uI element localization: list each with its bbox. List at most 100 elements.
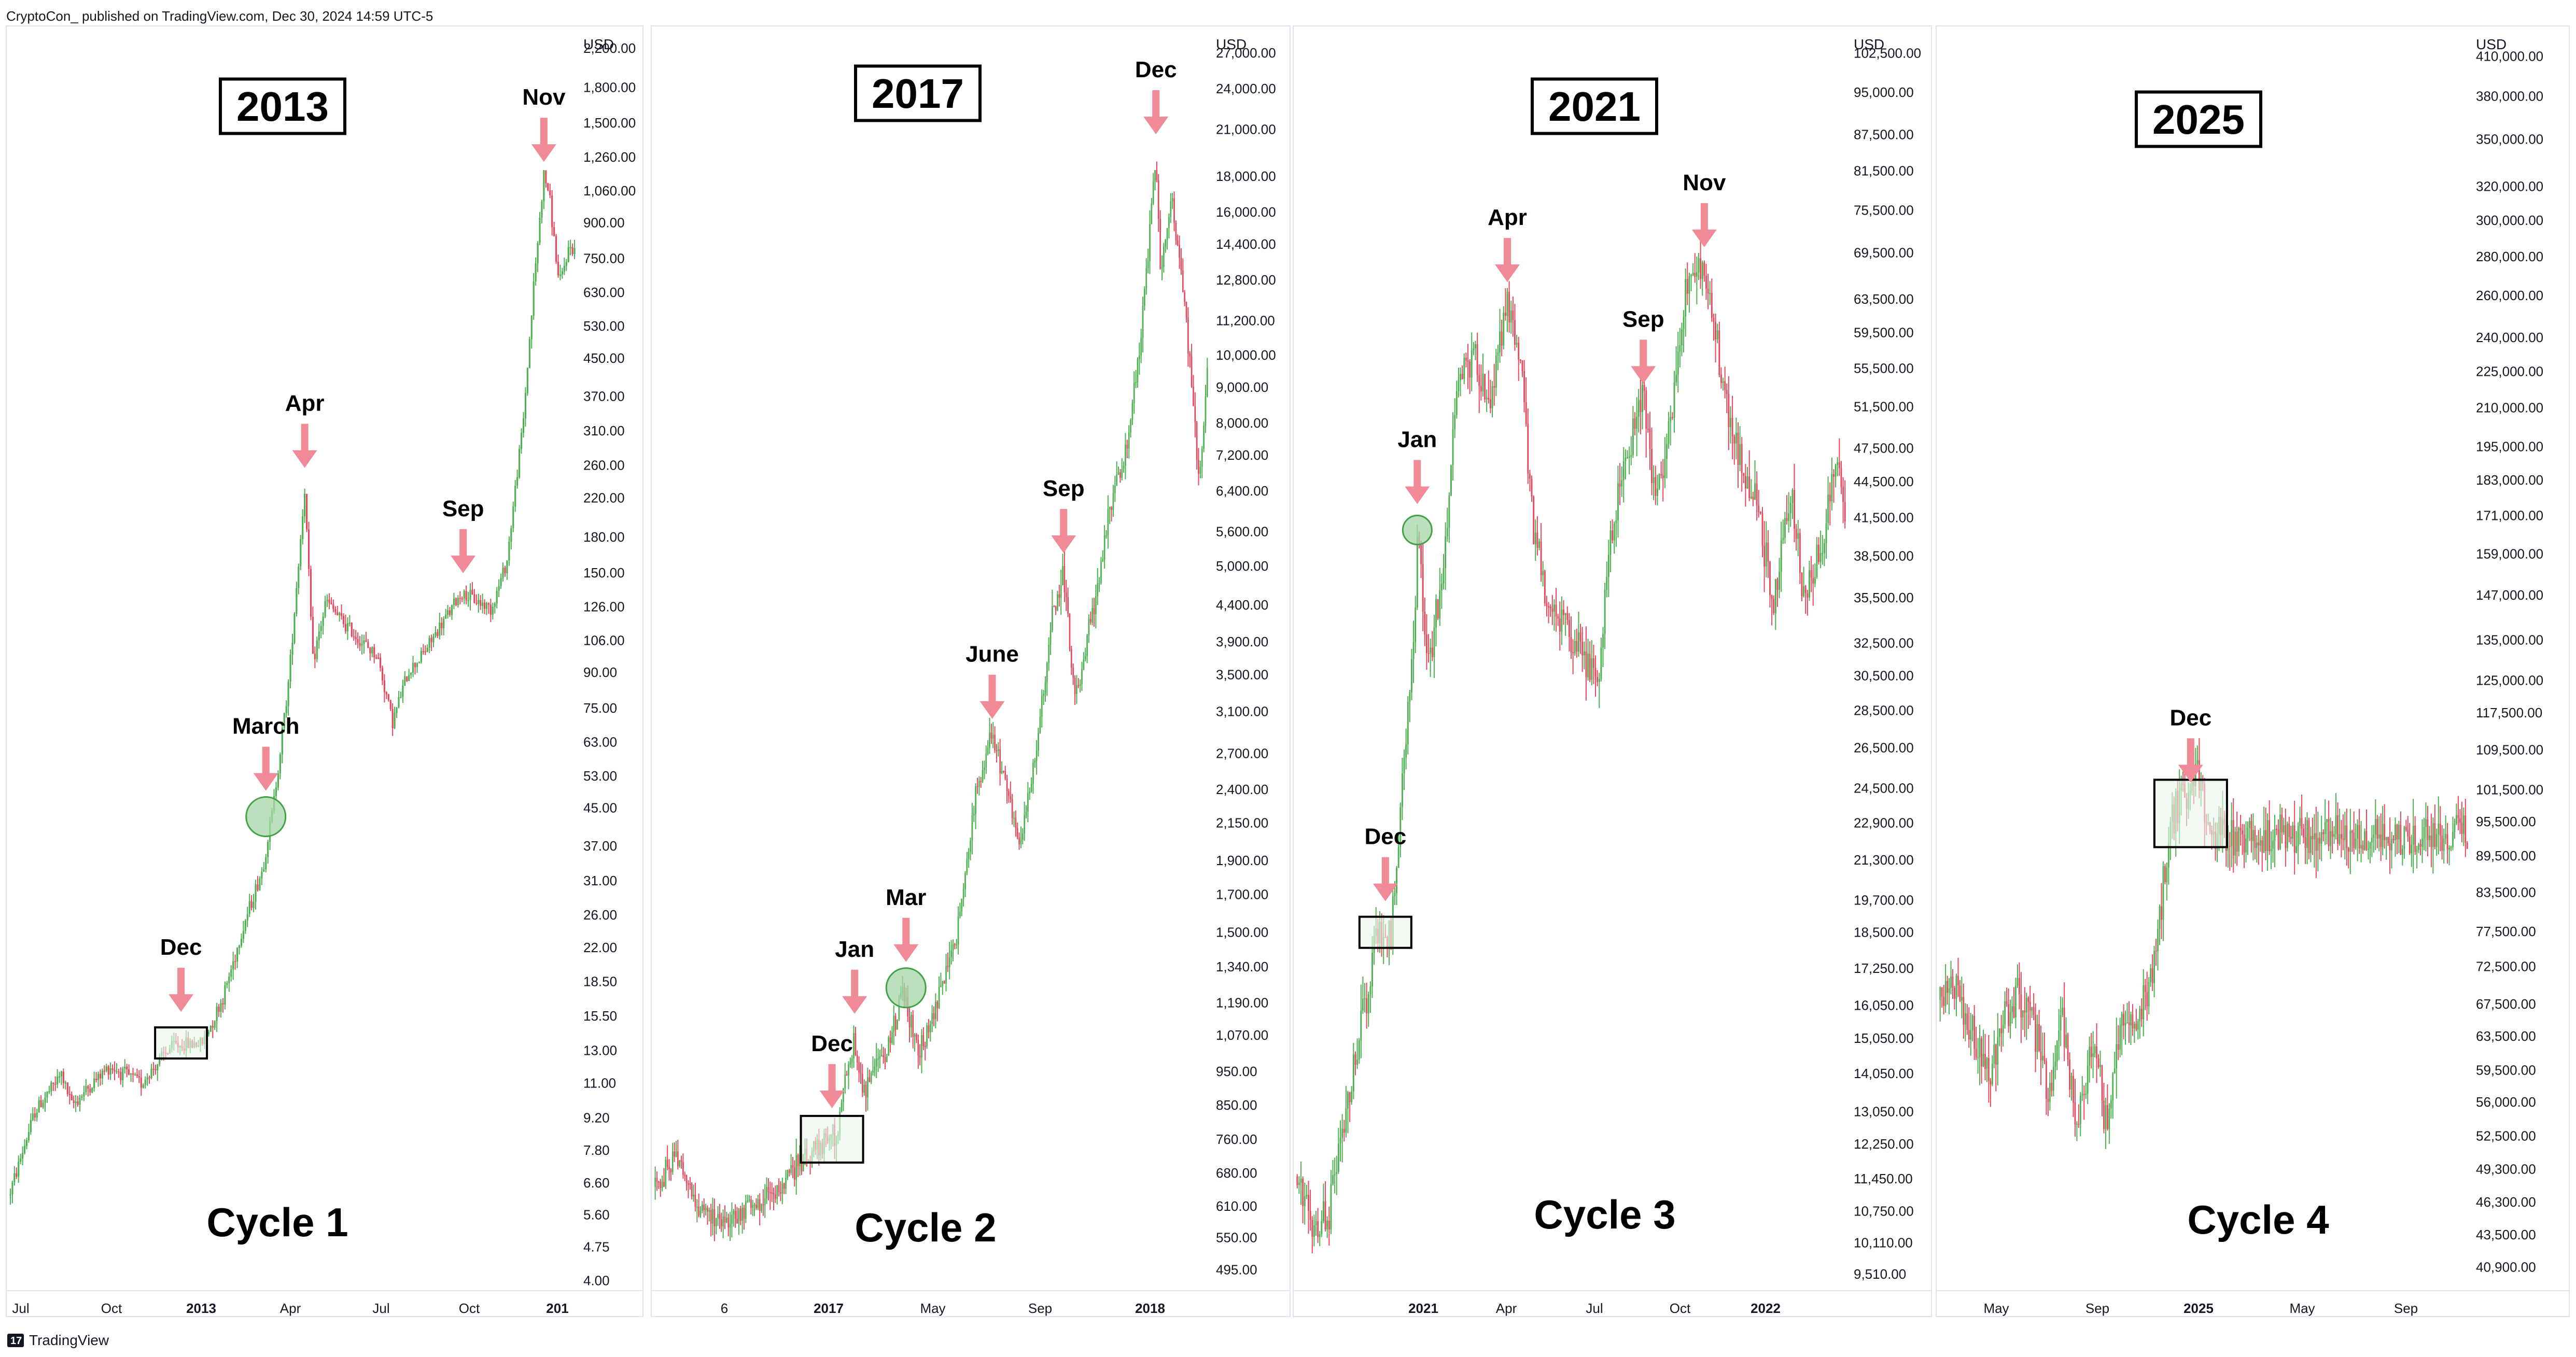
y-tick-label: 9,000.00: [1216, 379, 1268, 395]
candle-body: [1448, 496, 1450, 528]
candle-body: [1724, 381, 1726, 390]
candle-body: [2288, 823, 2290, 837]
y-tick-label: 10,000.00: [1216, 347, 1276, 363]
candle-body: [1163, 246, 1165, 267]
candle-body: [455, 598, 457, 605]
y-tick-label: 1,340.00: [1216, 959, 1268, 974]
candle-body: [430, 638, 432, 643]
candle-body: [1589, 654, 1591, 680]
candle-body: [1330, 1184, 1332, 1229]
candle-body: [1149, 224, 1151, 261]
candle-body: [851, 1058, 853, 1063]
candle-body: [152, 1068, 155, 1070]
candle-body: [549, 190, 551, 195]
candle-body: [745, 1201, 747, 1219]
tradingview-brand-text: TradingView: [29, 1332, 109, 1348]
candle-body: [943, 981, 945, 984]
candle-body: [1617, 483, 1619, 521]
candle-body: [212, 1026, 214, 1028]
candle-body: [668, 1167, 670, 1169]
candle-body: [1795, 529, 1797, 539]
candle-body: [2144, 985, 2146, 992]
candle-body: [62, 1071, 65, 1083]
candle-body: [1358, 1040, 1360, 1060]
candle-body: [1564, 613, 1566, 615]
candle-body: [2419, 844, 2421, 847]
candle-body: [888, 1037, 890, 1056]
y-tick-label: 9.20: [583, 1110, 610, 1126]
candle-body: [1105, 535, 1107, 536]
candle-body: [1722, 381, 1724, 384]
tradingview-footer[interactable]: 17 TradingView: [7, 1332, 109, 1348]
candle-body: [1600, 647, 1602, 679]
candle-body: [1756, 483, 1758, 506]
candle-body: [418, 662, 420, 663]
candle-body: [1060, 585, 1062, 598]
arrow-shaft: [177, 968, 185, 997]
candle-body: [1776, 579, 1779, 590]
candle-body: [2466, 842, 2468, 849]
candle-body: [2063, 1008, 2065, 1048]
candle-body: [2430, 835, 2432, 847]
candle-body: [1842, 487, 1844, 502]
candle-body: [894, 1015, 897, 1030]
candle-body: [81, 1096, 83, 1098]
candle-body: [2304, 837, 2306, 848]
candle-body: [226, 983, 228, 985]
candle-body: [373, 647, 375, 658]
candle-body: [1486, 398, 1488, 400]
candle-body: [726, 1218, 727, 1223]
candle-body: [1973, 1015, 1976, 1049]
candle-body: [324, 601, 326, 616]
candle-body: [1602, 634, 1604, 648]
candle-body: [1636, 416, 1638, 429]
tradingview-logo-icon: [7, 1334, 24, 1347]
candle-body: [1943, 996, 1945, 1006]
candle-body: [1791, 490, 1794, 503]
candle-body: [2281, 814, 2283, 832]
candle-body: [118, 1071, 120, 1072]
candle-body: [2245, 838, 2247, 853]
candle-body: [2046, 1061, 2047, 1099]
candle-body: [1473, 348, 1475, 350]
y-tick-label: 125,000.00: [2476, 672, 2543, 688]
candle-body: [2150, 968, 2152, 982]
candle-body: [1525, 402, 1527, 424]
candle-body: [1597, 677, 1599, 682]
annotation-label: March: [232, 714, 300, 739]
candle-body: [1076, 685, 1077, 694]
candle-body: [2272, 840, 2274, 849]
candle-body: [1822, 553, 1824, 554]
highlight-box: [2153, 779, 2228, 849]
candle-body: [537, 243, 539, 264]
candle-body: [2036, 1024, 2038, 1052]
candle-body: [717, 1214, 719, 1218]
candle-body: [1523, 371, 1525, 403]
candle-body: [1789, 503, 1791, 514]
candle-body: [341, 613, 343, 616]
x-tick-label: Sep: [2394, 1301, 2418, 1316]
candle-body: [670, 1169, 672, 1172]
candle-body: [2319, 838, 2321, 844]
candle-body: [1077, 685, 1080, 686]
candle-body: [2148, 982, 2150, 1007]
candle-body: [2456, 815, 2457, 824]
candle-body: [2258, 842, 2260, 846]
candle-body: [1008, 791, 1010, 796]
candle-body: [377, 657, 380, 659]
candle-body: [228, 977, 230, 983]
candle-body: [298, 566, 300, 588]
candle-body: [1403, 757, 1405, 774]
candle-body: [1711, 293, 1713, 318]
candle-body: [1452, 429, 1454, 465]
annotation-apr: Apr: [1488, 205, 1527, 282]
arrow-down-icon: [2178, 765, 2203, 783]
candle-body: [1405, 744, 1407, 758]
candle-body: [1592, 658, 1594, 668]
candle-body: [2435, 834, 2438, 847]
candle-body: [1551, 608, 1553, 612]
candle-body: [453, 598, 455, 605]
candle-body: [724, 1217, 726, 1223]
candle-body: [1165, 240, 1167, 247]
candle-body: [1356, 1059, 1359, 1065]
